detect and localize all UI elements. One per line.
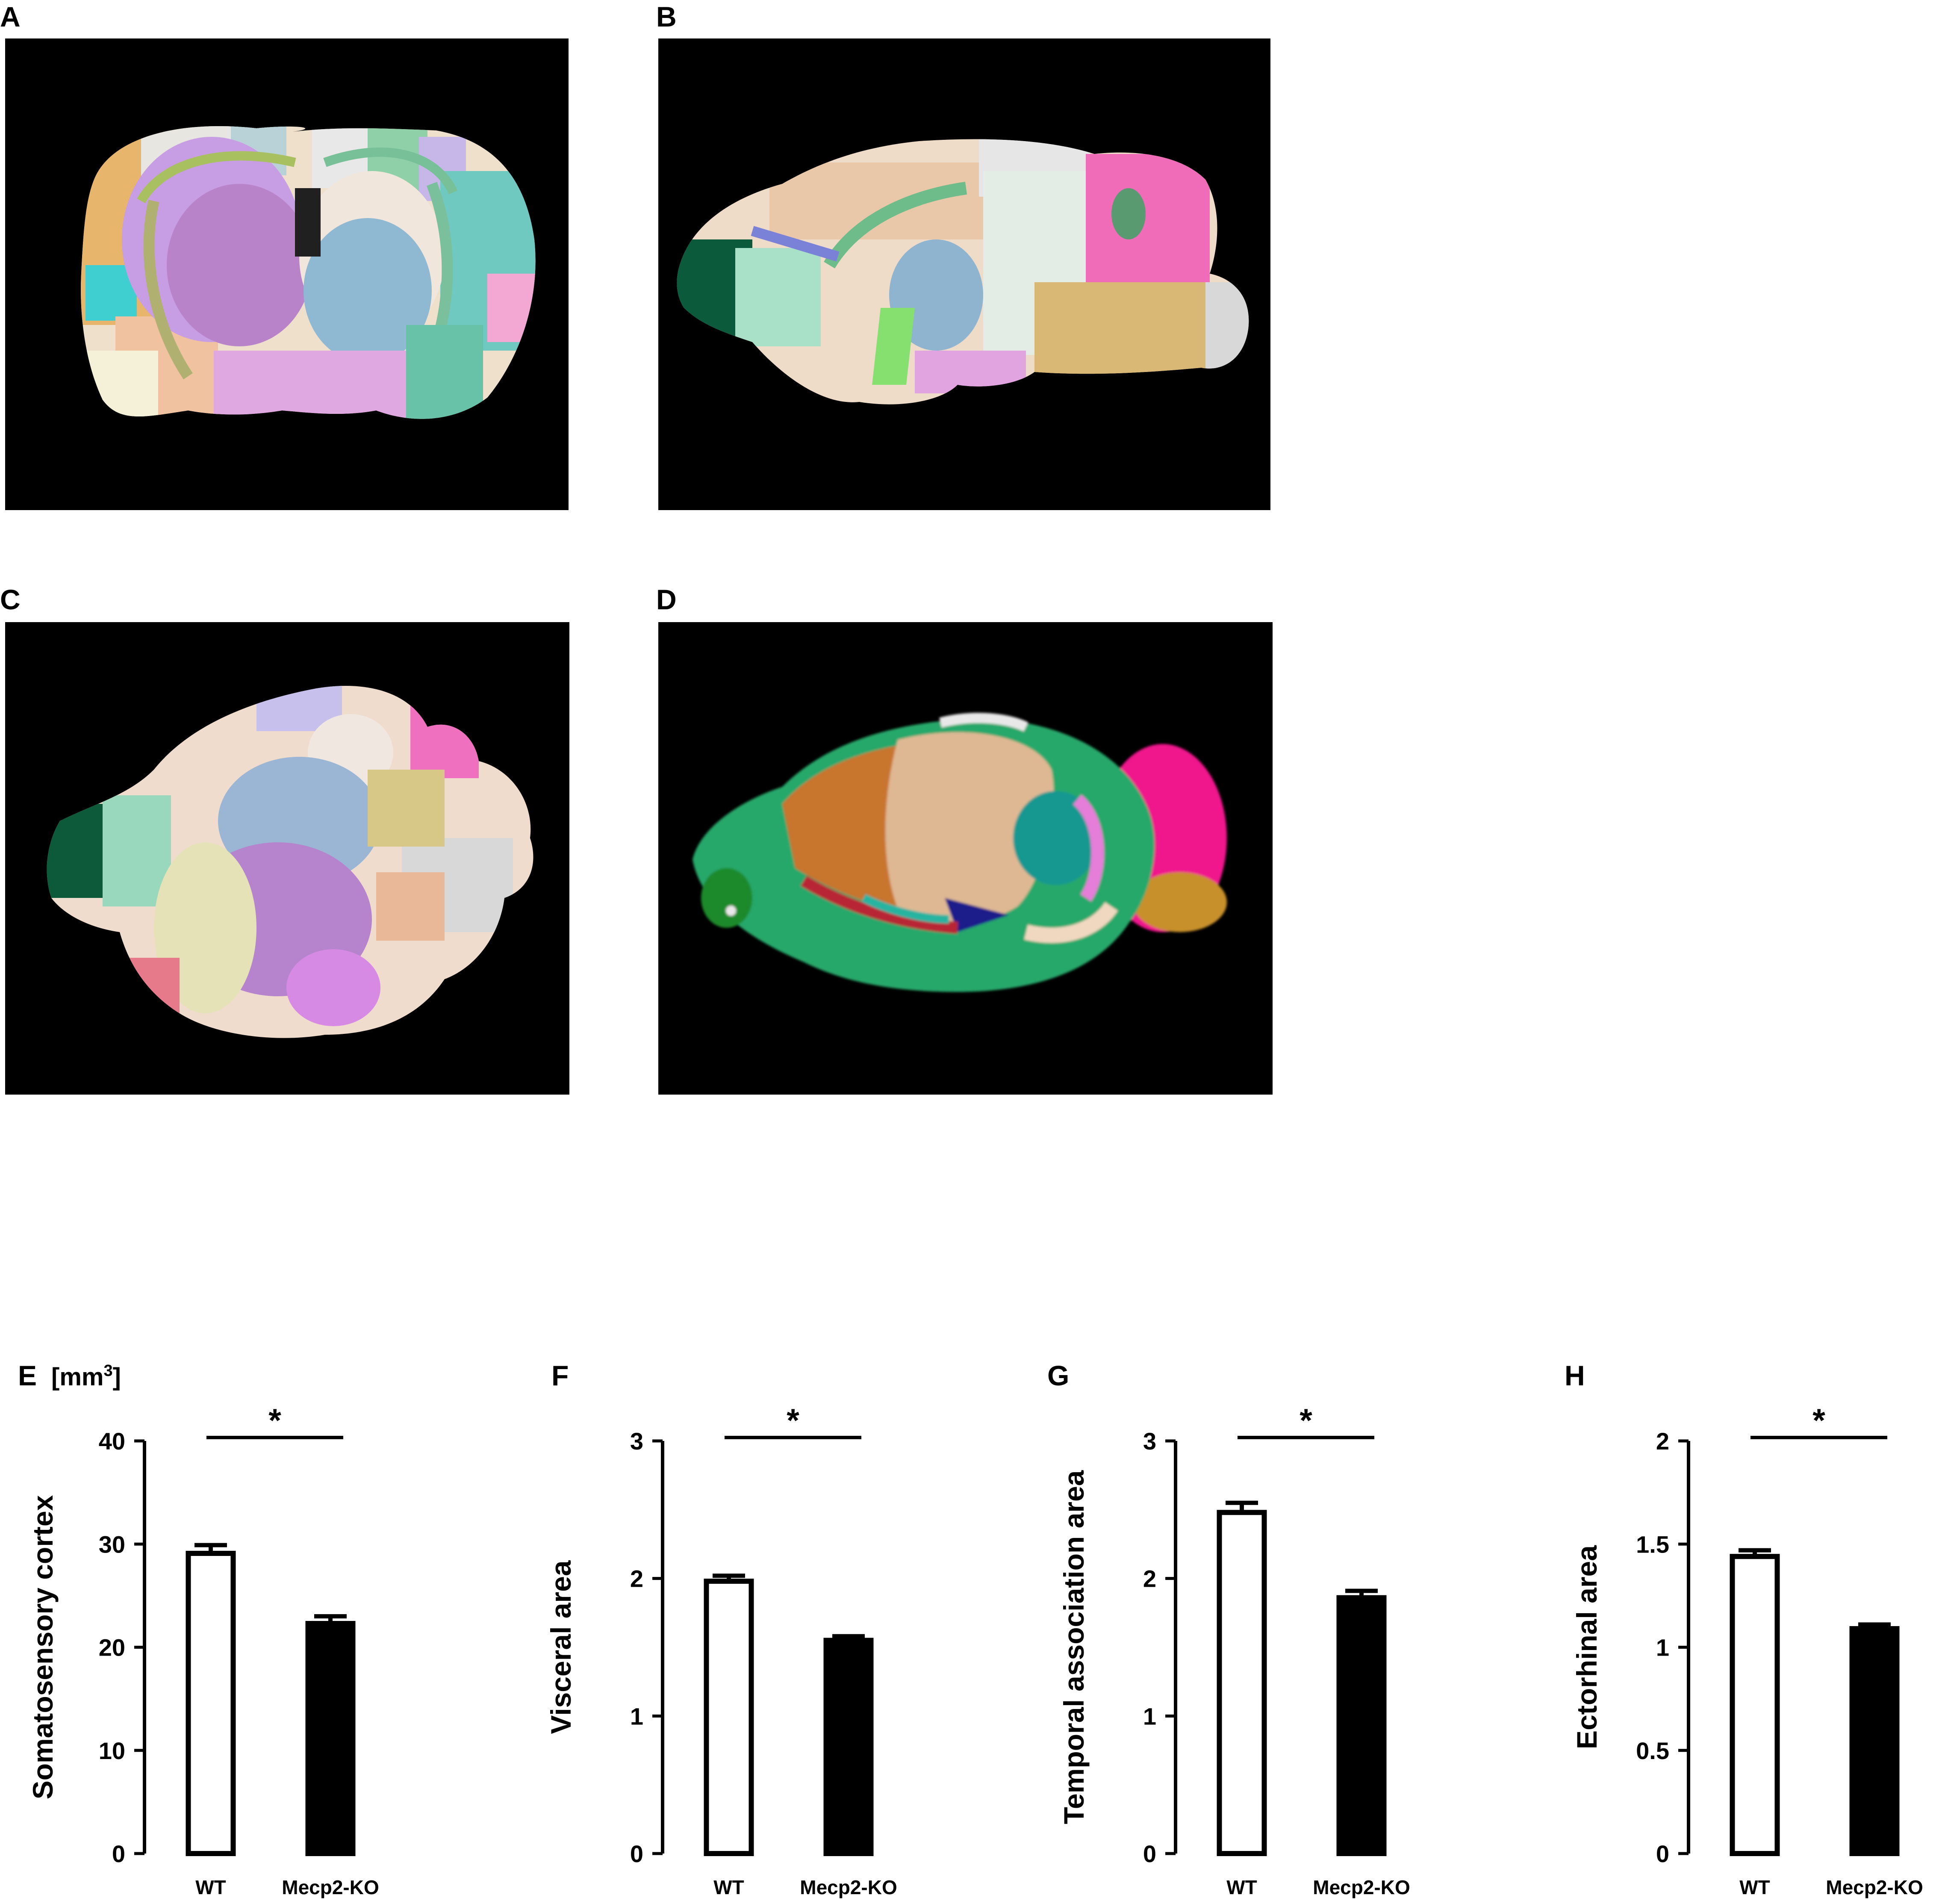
bar-wt <box>1217 1510 1267 1856</box>
significance-star: * <box>1300 1402 1312 1439</box>
panel-letter-e: E <box>18 1360 37 1391</box>
panel-letter-d: D <box>656 584 677 615</box>
y-tick-label: 0 <box>630 1840 643 1867</box>
bar-wt <box>1730 1554 1780 1856</box>
category-label: Mecp2-KO <box>800 1876 897 1898</box>
y-tick-label: 0 <box>1143 1840 1156 1867</box>
category-label: Mecp2-KO <box>1826 1876 1923 1898</box>
panel-letter-c: C <box>0 584 21 615</box>
y-tick-label: 0 <box>112 1840 125 1867</box>
category-label: WT <box>195 1876 226 1898</box>
chart-f: F 0 1 2 3 Visceral area WT Mecp2-KO * <box>545 1360 897 1898</box>
3d-brain-rendering <box>658 622 1273 1095</box>
panel-letter-a: A <box>0 1 21 32</box>
y-tick-label: 3 <box>630 1428 643 1455</box>
y-tick-label: 20 <box>99 1634 125 1661</box>
category-label: WT <box>713 1876 744 1898</box>
category-label: Mecp2-KO <box>282 1876 379 1898</box>
bar-ko <box>1849 1626 1900 1856</box>
y-tick-label: 1 <box>1143 1703 1156 1730</box>
significance-star: * <box>268 1402 281 1439</box>
bar-ko <box>823 1638 874 1857</box>
y-tick-label: 40 <box>99 1428 125 1455</box>
y-tick-label: 1 <box>630 1703 643 1730</box>
significance-star: * <box>787 1402 799 1439</box>
y-axis-title: Somatosensory cortex <box>27 1495 59 1799</box>
unit-label: [mm3] <box>51 1362 121 1391</box>
y-tick-label: 2 <box>630 1565 643 1592</box>
significance-star: * <box>1812 1402 1825 1439</box>
panel-letter-b: B <box>656 1 677 32</box>
y-tick-label: 30 <box>99 1531 125 1558</box>
y-axis-title: Temporal association area <box>1058 1470 1090 1824</box>
y-tick-label: 2 <box>1656 1428 1669 1455</box>
coronal-brain-image <box>5 38 569 510</box>
category-label: WT <box>1739 1876 1770 1898</box>
y-tick-label: 0.5 <box>1636 1737 1669 1764</box>
bar-ko <box>1336 1595 1387 1856</box>
y-tick-label: 0 <box>1656 1840 1669 1867</box>
bar-ko <box>305 1621 356 1856</box>
y-axis-title: Visceral area <box>545 1560 577 1734</box>
chart-h: H 0 0.5 1 1.5 2 Ectorhinal area WT Mecp2-KO * <box>1565 1360 1923 1898</box>
category-label: Mecp2-KO <box>1313 1876 1410 1898</box>
chart-e: E [mm3] 0 10 20 30 40 Somatosensory cortex WT Mec… <box>18 1360 379 1898</box>
y-tick-label: 2 <box>1143 1565 1156 1592</box>
bar-wt <box>704 1579 754 1857</box>
y-tick-label: 1 <box>1656 1634 1669 1661</box>
panel-letter-f: F <box>551 1360 569 1391</box>
y-axis-title: Ectorhinal area <box>1571 1545 1603 1749</box>
panel-letter-g: G <box>1047 1360 1069 1391</box>
bar-wt <box>186 1550 236 1856</box>
chart-g: G 0 1 2 3 Temporal association area WT Mecp2-KO… <box>1047 1360 1410 1898</box>
category-label: WT <box>1226 1876 1257 1898</box>
y-tick-label: 10 <box>99 1737 125 1764</box>
y-tick-label: 1.5 <box>1636 1531 1669 1558</box>
sagittal-brain-image <box>658 38 1270 510</box>
panel-letter-h: H <box>1565 1360 1585 1391</box>
horizontal-brain-image <box>5 622 569 1095</box>
y-tick-label: 3 <box>1143 1428 1156 1455</box>
